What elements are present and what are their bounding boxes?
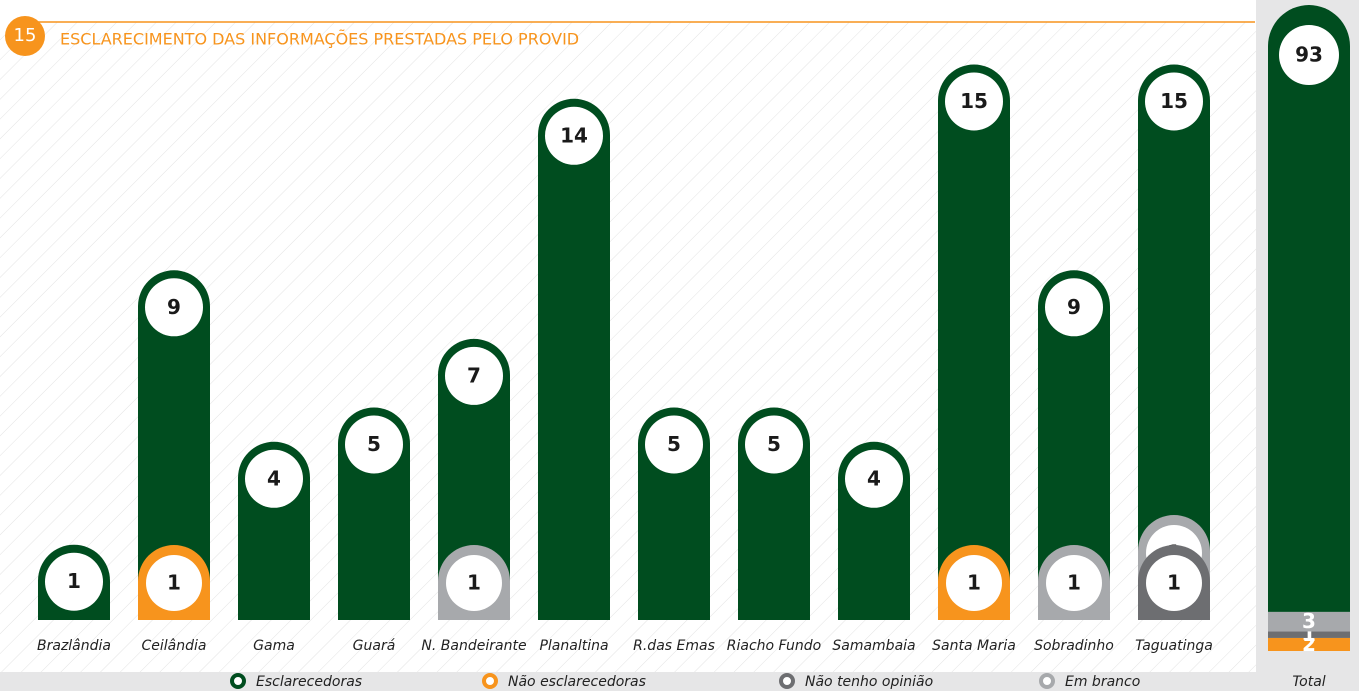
header-bg	[0, 0, 1359, 22]
bar	[1138, 64, 1210, 620]
x-tick-label: Guará	[353, 638, 396, 654]
total-value: 93	[1295, 43, 1323, 67]
x-tick-label: Santa Maria	[932, 638, 1016, 654]
value-badge	[345, 415, 403, 474]
value-badge	[146, 555, 202, 611]
x-tick-label: Samambaia	[832, 638, 915, 654]
legend-marker	[1039, 673, 1055, 689]
bar	[938, 64, 1010, 620]
value-label: 4	[867, 466, 881, 490]
total-segment	[1268, 611, 1350, 632]
value-badge	[645, 415, 703, 474]
value-label: 9	[167, 295, 181, 319]
value-label: 1	[1167, 571, 1181, 595]
value-badge	[1046, 555, 1102, 611]
bar	[538, 98, 610, 621]
total-value: 3	[1302, 609, 1316, 633]
value-label: 14	[560, 123, 588, 147]
legend-label: Em branco	[1065, 674, 1140, 690]
value-badge	[945, 72, 1003, 131]
bar	[1038, 270, 1110, 620]
value-label: 9	[1067, 295, 1081, 319]
legend-marker	[482, 673, 498, 689]
legend-marker	[779, 673, 795, 689]
value-badge	[446, 555, 502, 611]
x-tick-label: N. Bandeirante	[421, 638, 526, 654]
header-badge	[5, 16, 45, 56]
x-tick-label: Gama	[253, 638, 295, 654]
x-tick-label: Taguatinga	[1135, 638, 1213, 654]
total-value: 2	[1302, 632, 1316, 656]
value-badge	[1145, 72, 1203, 131]
legend-bar	[0, 672, 1359, 691]
value-badge	[445, 346, 503, 405]
x-tick-label: Riacho Fundo	[727, 638, 821, 654]
total-segment	[1268, 631, 1350, 638]
total-bar	[1268, 5, 1350, 612]
value-badge	[1279, 25, 1339, 85]
value-badge	[545, 106, 603, 165]
value-label: 1	[67, 569, 81, 593]
value-badge	[946, 555, 1002, 611]
value-label: 15	[960, 89, 988, 113]
x-tick-label: Brazlândia	[37, 638, 111, 654]
value-badge	[1146, 555, 1202, 611]
legend-label: Esclarecedoras	[256, 674, 362, 690]
legend-label: Não tenho opinião	[805, 674, 933, 690]
value-label: 5	[667, 432, 681, 456]
value-label: 1	[467, 571, 481, 595]
chart-title: ESCLARECIMENTO DAS INFORMAÇÕES PRESTADAS…	[60, 30, 579, 49]
header-number: 15	[14, 25, 37, 46]
value-label: 4	[267, 466, 281, 490]
x-tick-label: Ceilândia	[142, 638, 207, 654]
value-label: 1	[967, 571, 981, 595]
value-badge	[845, 449, 903, 508]
value-label: 7	[467, 363, 481, 387]
value-label: 5	[767, 432, 781, 456]
value-label: 1	[167, 571, 181, 595]
value-badge	[145, 278, 203, 337]
x-tick-label: Planaltina	[539, 638, 608, 654]
value-label: 1	[1067, 571, 1081, 595]
bar	[438, 338, 510, 620]
legend-marker	[230, 673, 246, 689]
total-label: Total	[1292, 674, 1325, 690]
value-badge	[45, 552, 103, 611]
total-segment	[1268, 637, 1350, 651]
bar	[138, 270, 210, 620]
value-label: 15	[1160, 89, 1188, 113]
x-tick-label: Sobradinho	[1034, 638, 1114, 654]
x-tick-label: R.das Emas	[633, 638, 715, 654]
value-label: 5	[367, 432, 381, 456]
value-badge	[245, 449, 303, 508]
legend-label: Não esclarecedoras	[508, 674, 646, 690]
value-badge	[745, 415, 803, 474]
value-badge	[1045, 278, 1103, 337]
